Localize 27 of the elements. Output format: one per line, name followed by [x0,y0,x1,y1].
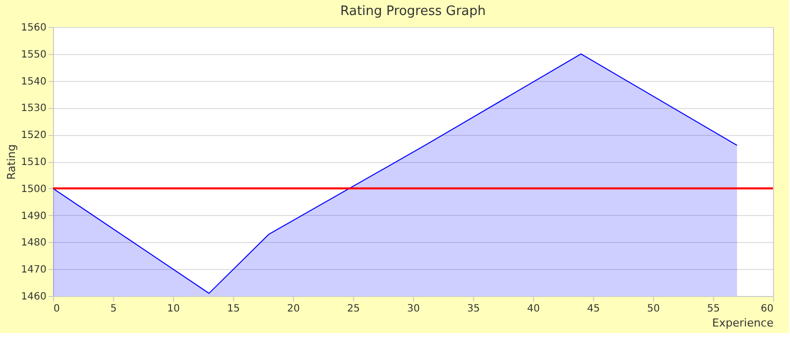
x-tick-label: 20 [287,304,300,314]
x-tick-label: 40 [527,304,540,314]
y-tick-label: 1490 [21,210,46,222]
y-tick-label: 1540 [21,76,46,88]
x-tick-label: 5 [110,304,117,314]
chart-title: Rating Progress Graph [340,4,486,19]
x-tick-label: 15 [227,304,240,314]
x-tick-label: 35 [467,304,480,314]
x-tick-label: 10 [167,304,180,314]
x-tick-label: 0 [54,304,60,314]
x-axis-title: Experience [712,316,774,330]
x-tick-label: 50 [647,304,660,314]
y-tick-label: 1510 [21,157,46,168]
x-tick-label: 45 [587,304,600,314]
x-tick-label: 55 [707,304,720,314]
x-tick-label: 60 [760,304,774,314]
y-tick-label: 1520 [21,130,46,142]
y-tick-label: 1460 [21,292,46,302]
x-tick-label: 25 [347,304,360,314]
y-axis-title: Rating [5,144,18,180]
y-tick-label: 1530 [21,103,46,114]
y-tick-label: 1480 [21,238,46,249]
y-tick-label: 1550 [21,49,46,60]
y-tick-label: 1470 [21,264,46,276]
y-tick-label: 1500 [21,184,46,195]
x-tick-label: 30 [407,304,420,314]
y-tick-label: 1560 [21,22,46,34]
